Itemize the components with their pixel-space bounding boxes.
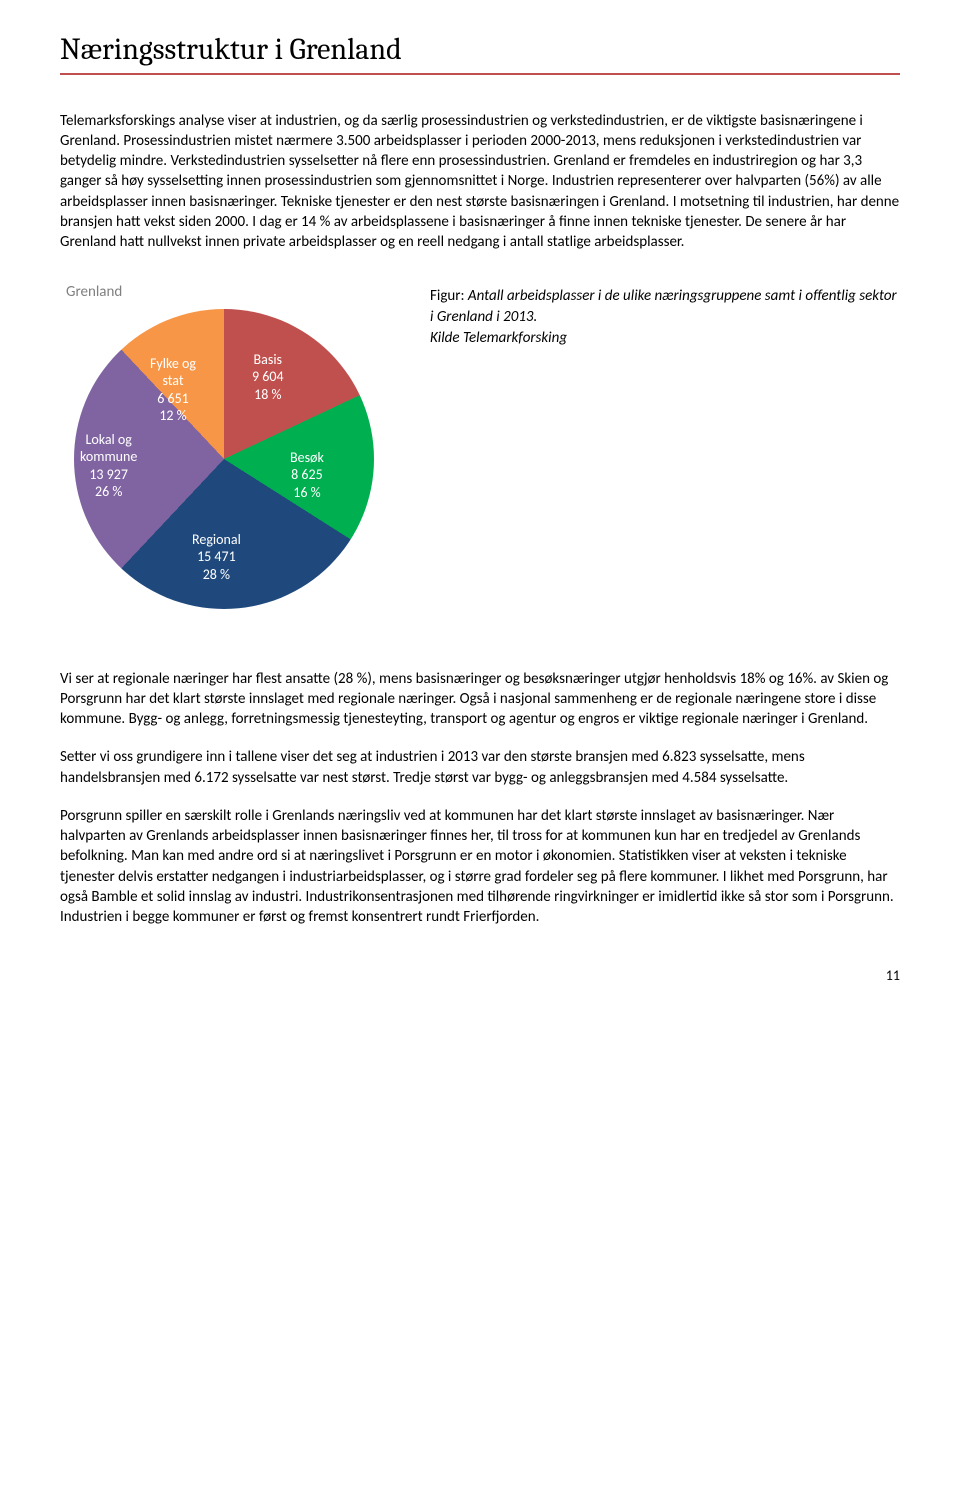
slice-label-basis: Basis 9 604 18 % <box>252 351 284 404</box>
slice-label-lokal-kommune: Lokal og kommune 13 927 26 % <box>80 431 137 501</box>
paragraph-1: Telemarksforskings analyse viser at indu… <box>60 111 900 253</box>
chart-title: Grenland <box>66 282 390 302</box>
slice-label-fylke-stat: Fylke og stat 6 651 12 % <box>150 355 196 425</box>
paragraph-3: Setter vi oss grundigere inn i tallene v… <box>60 747 900 788</box>
slice-label-besok: Besøk 8 625 16 % <box>290 449 324 502</box>
page-number: 11 <box>60 967 900 986</box>
page-heading: Næringsstruktur i Grenland <box>60 30 900 75</box>
figure-caption: Figur: Antall arbeidsplasser i de ulike … <box>430 282 900 349</box>
paragraph-2: Vi ser at regionale næringer har flest a… <box>60 669 900 730</box>
chart-wrap: Grenland Fylke og stat 6 651 12 % Basis … <box>60 282 390 608</box>
slice-label-regional: Regional 15 471 28 % <box>192 531 241 584</box>
paragraph-4: Porsgrunn spiller en særskilt rolle i Gr… <box>60 806 900 928</box>
pie-chart: Fylke og stat 6 651 12 % Basis 9 604 18 … <box>74 309 374 609</box>
figure-row: Grenland Fylke og stat 6 651 12 % Basis … <box>60 282 900 608</box>
